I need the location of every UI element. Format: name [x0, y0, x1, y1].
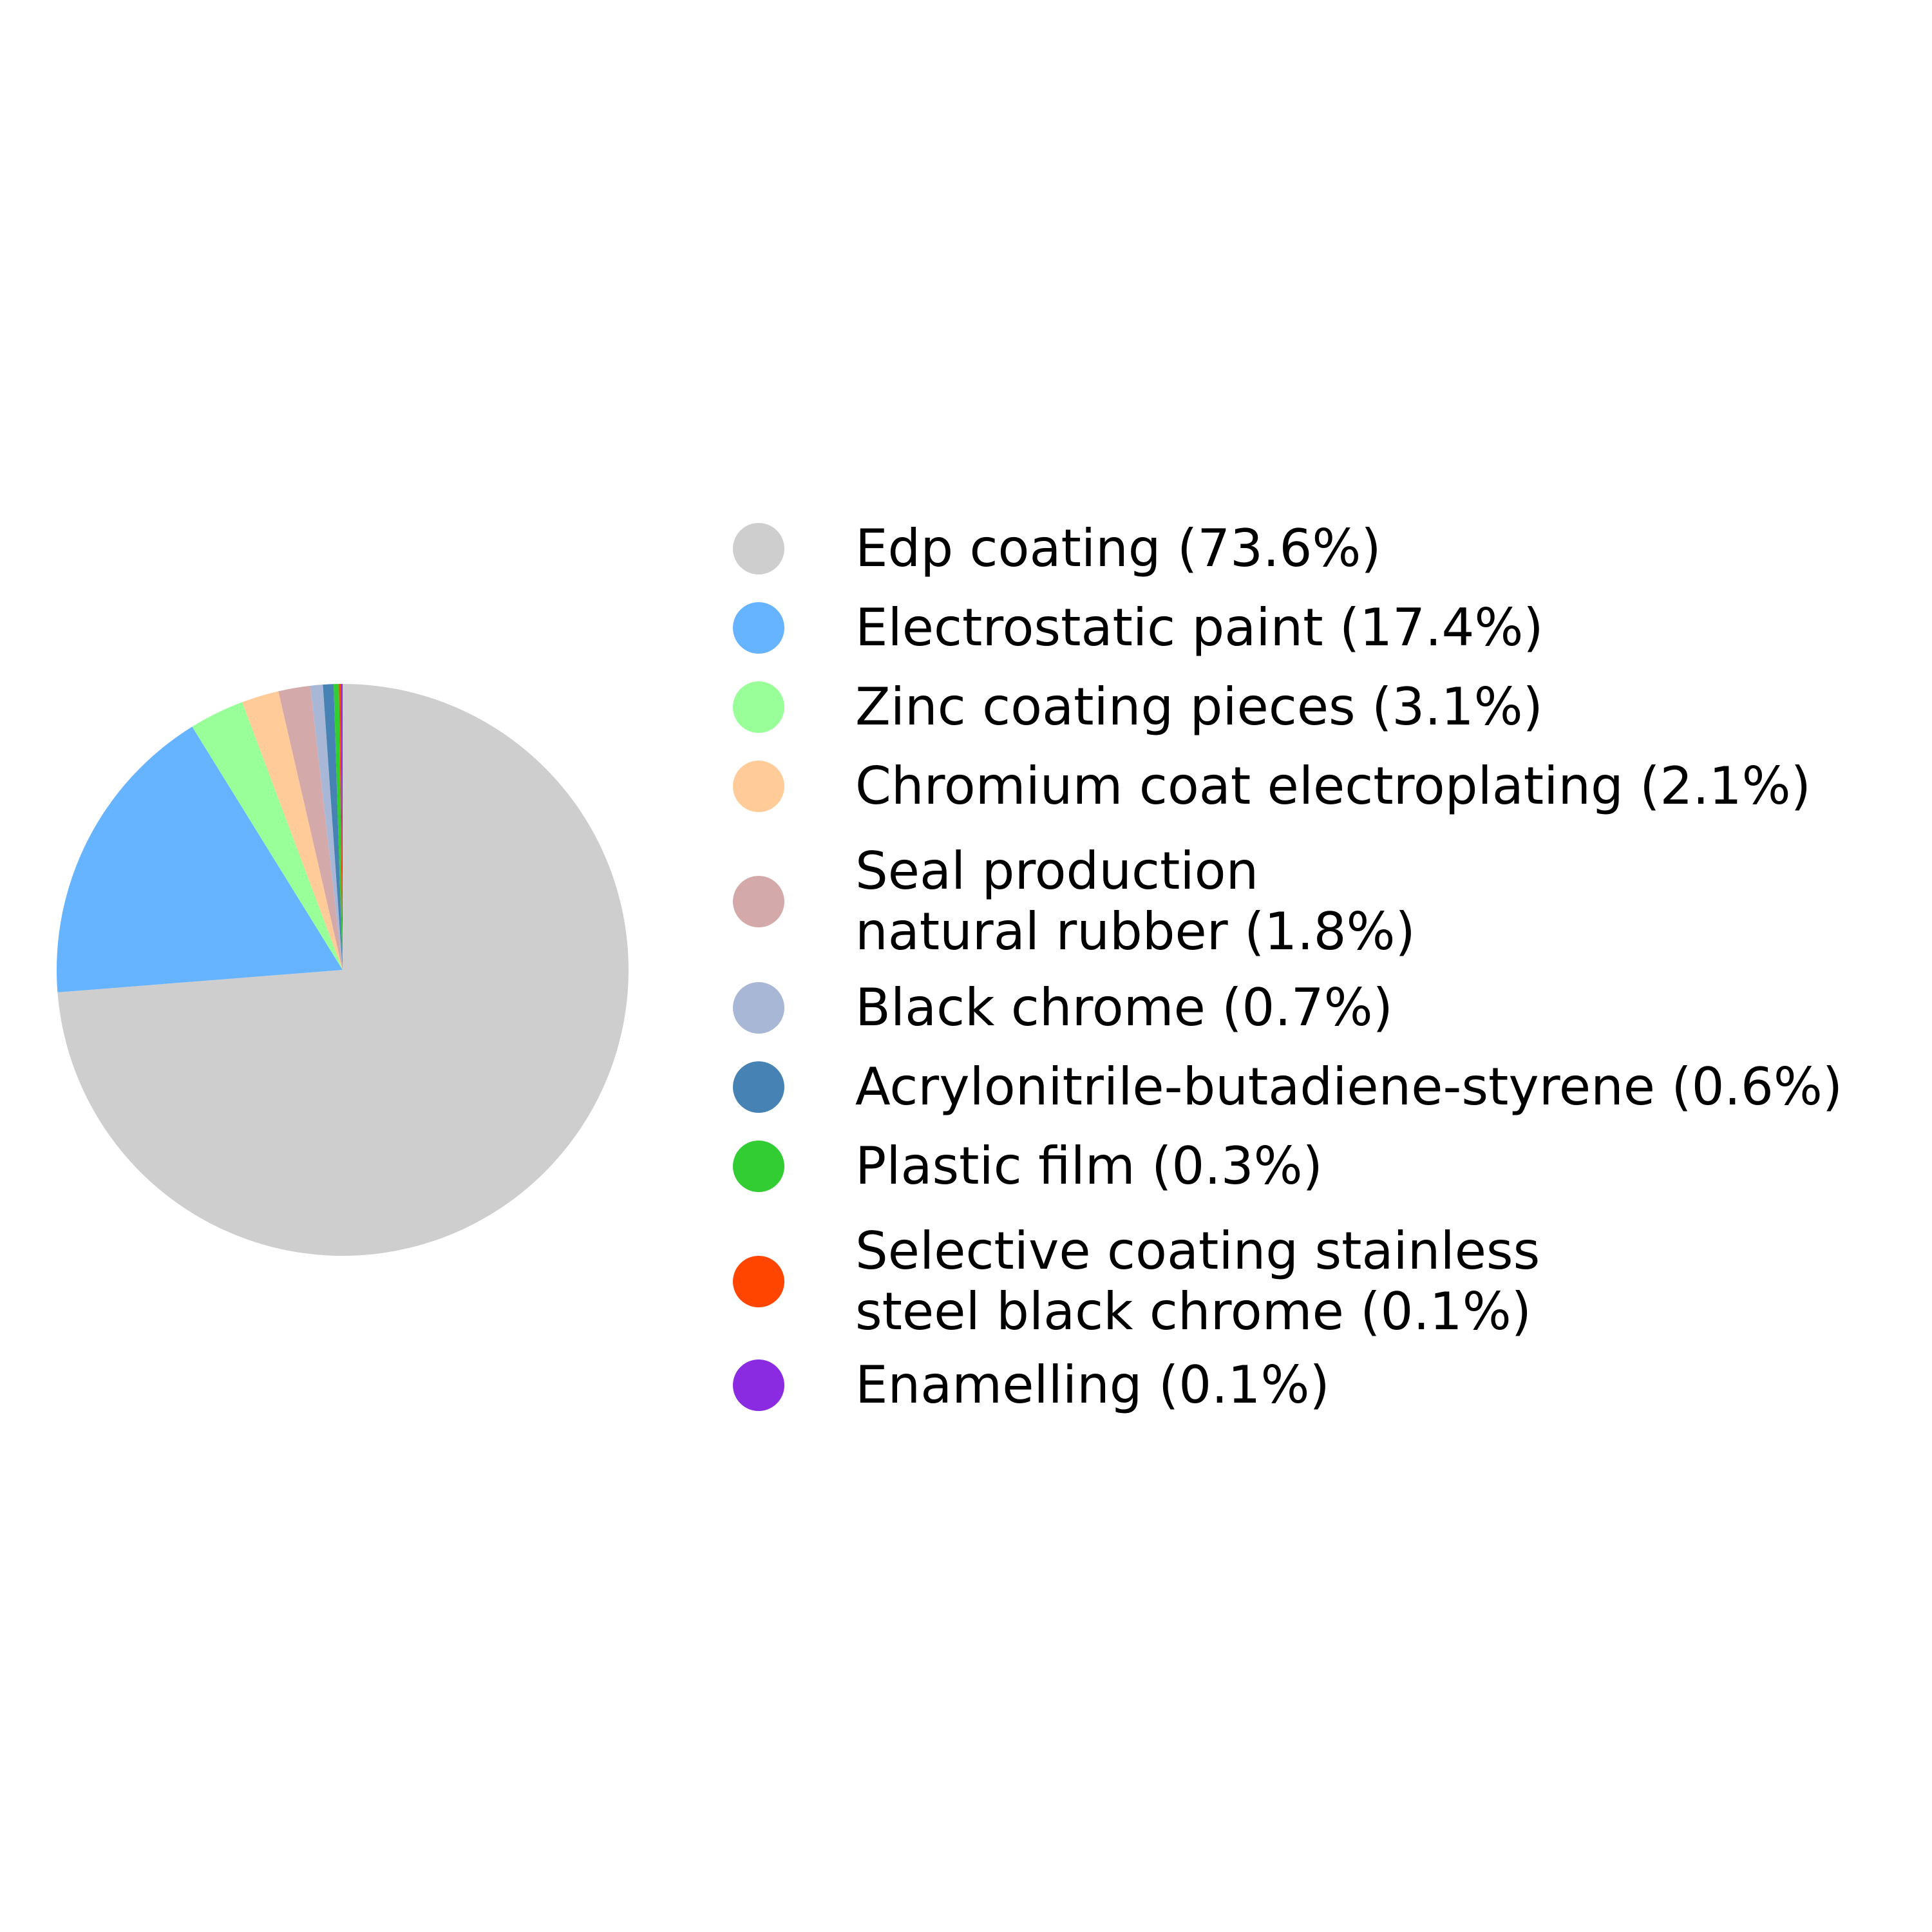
- legend-label: Enamelling (0.1%): [855, 1355, 1330, 1415]
- legend-label: Zinc coating pieces (3.1%): [855, 677, 1543, 737]
- legend-label: Plastic film (0.3%): [855, 1136, 1323, 1196]
- pie-slice-8: [334, 684, 343, 970]
- legend-swatch: [733, 1141, 784, 1192]
- legend-item: Zinc coating pieces (3.1%): [733, 677, 1543, 737]
- legend-swatch: [733, 681, 784, 733]
- legend-item: Electrostatic paint (17.4%): [733, 598, 1544, 658]
- legend-item: Plastic film (0.3%): [733, 1136, 1323, 1197]
- legend-item: Black chrome (0.7%): [733, 978, 1393, 1038]
- pie-slice-3: [192, 702, 343, 970]
- pie-slice-1: [57, 684, 629, 1256]
- legend-swatch: [733, 982, 784, 1034]
- legend-label: Acrylonitrile-butadiene-styrene (0.6%): [855, 1057, 1843, 1117]
- legend-item: Edp coating (73.6%): [733, 518, 1381, 579]
- legend-item: Acrylonitrile-butadiene-styrene (0.6%): [733, 1057, 1842, 1117]
- legend-label: Selective coating stainless steel black …: [855, 1221, 1540, 1341]
- legend-item: Chromium coat electroplating (2.1%): [733, 756, 1811, 817]
- pie-slice-10: [341, 684, 343, 970]
- pie-slice-2: [56, 726, 343, 992]
- legend-item: Seal production natural rubber (1.8%): [733, 841, 1416, 962]
- legend-label: Seal production natural rubber (1.8%): [855, 841, 1416, 961]
- legend-swatch: [733, 761, 784, 812]
- pie-slice-9: [339, 684, 343, 970]
- legend: Edp coating (73.6%) Electrostatic paint (…: [733, 0, 1931, 1932]
- legend-swatch: [733, 1359, 784, 1411]
- pie-slice-6: [310, 685, 343, 970]
- legend-label: Black chrome (0.7%): [855, 978, 1393, 1037]
- legend-swatch: [733, 876, 784, 927]
- legend-swatch: [733, 1256, 784, 1307]
- legend-swatch: [733, 523, 784, 574]
- pie-slice-4: [242, 691, 343, 970]
- pie-slice-7: [323, 684, 343, 970]
- legend-label: Electrostatic paint (17.4%): [855, 598, 1544, 658]
- legend-label: Chromium coat electroplating (2.1%): [855, 756, 1811, 816]
- pie-slice-5: [278, 685, 343, 970]
- legend-swatch: [733, 1061, 784, 1113]
- legend-item: Selective coating stainless steel black …: [733, 1221, 1540, 1342]
- legend-item: Enamelling (0.1%): [733, 1355, 1330, 1416]
- legend-label: Edp coating (73.6%): [855, 518, 1381, 578]
- legend-swatch: [733, 602, 784, 654]
